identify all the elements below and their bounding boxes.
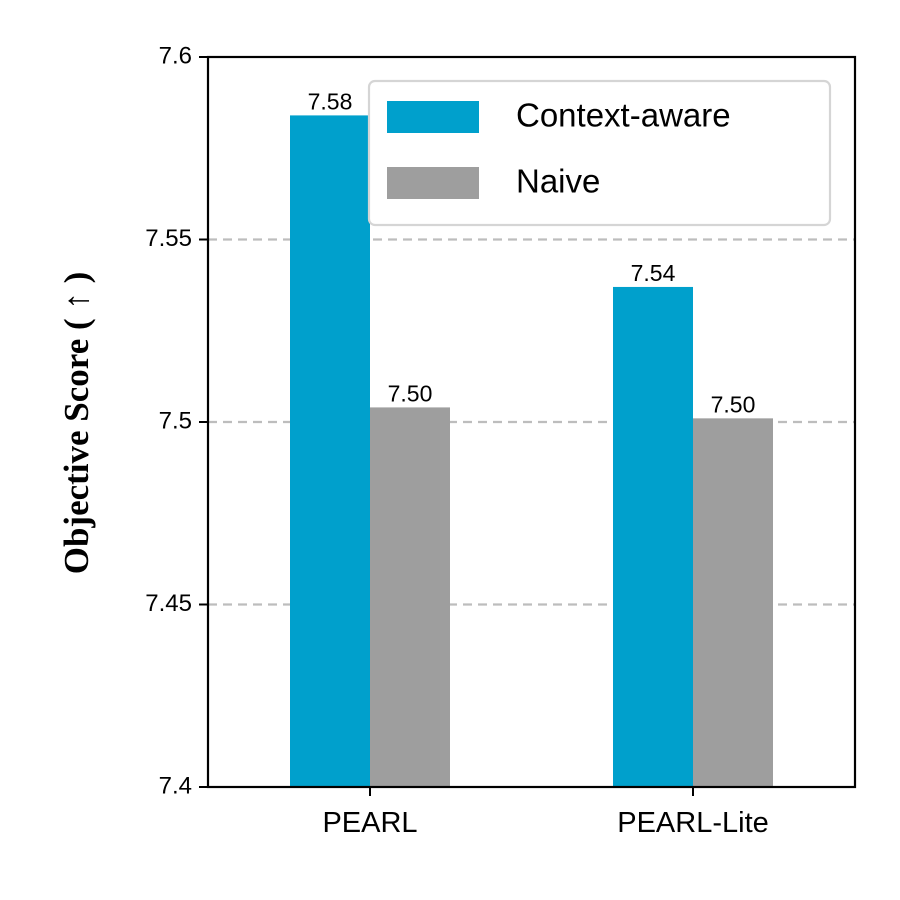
y-tick-label: 7.45 (145, 590, 192, 617)
y-tick-label: 7.55 (145, 225, 192, 252)
bar-value-label: 7.54 (631, 260, 676, 286)
y-tick-label: 7.5 (159, 407, 192, 434)
tick-labels: 7.4 7.45 7.5 7.55 7.6 PEARL PEARL-Lite (145, 42, 768, 839)
legend-entry-label: Context-aware (516, 97, 731, 134)
legend-box (367, 79, 832, 227)
legend-swatch (387, 101, 479, 133)
axes (199, 55, 857, 796)
y-tick-label: 7.4 (159, 772, 192, 799)
bar-value-label: 7.58 (308, 88, 353, 114)
legend: Context-aware Naive (367, 79, 832, 227)
bars (290, 115, 773, 787)
bar-context-aware-pearl-lite (613, 286, 693, 787)
y-axis-label: Objective Score ( ↑ ) (57, 272, 96, 575)
bar-naive-pearl-lite (693, 418, 773, 787)
y-tick-label: 7.6 (159, 42, 192, 69)
legend-swatch (387, 167, 479, 199)
x-tick-label: PEARL (322, 807, 417, 839)
bar-context-aware-pearl (290, 115, 370, 787)
value-labels: 7.58 7.54 7.50 7.50 (308, 88, 756, 417)
legend-entry-label: Naive (516, 163, 600, 200)
bar-naive-pearl (370, 407, 450, 787)
bar-value-label: 7.50 (711, 391, 756, 417)
bar-value-label: 7.50 (388, 380, 433, 406)
x-tick-label: PEARL-Lite (617, 807, 769, 839)
